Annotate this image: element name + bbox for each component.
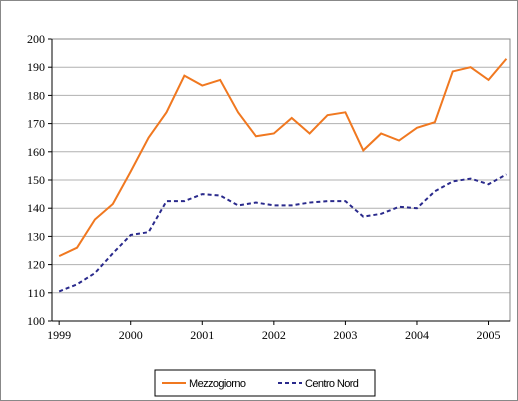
series-line: [58, 58, 508, 258]
x-tick-label: 2000: [119, 328, 143, 342]
y-tick-label: 100: [27, 314, 45, 328]
x-tick-label: 2001: [190, 328, 214, 342]
x-tick-label: 2005: [477, 328, 501, 342]
y-tick-label: 200: [27, 32, 45, 46]
y-tick-label: 190: [27, 60, 45, 74]
y-tick-label: 140: [27, 201, 45, 215]
x-tick-label: 2003: [333, 328, 357, 342]
legend-label: Centro Nord: [305, 378, 359, 390]
legend-box: [154, 369, 376, 397]
x-tick-label: 2002: [262, 328, 286, 342]
y-tick-label: 160: [27, 145, 45, 159]
y-tick-label: 170: [27, 117, 45, 131]
y-tick-label: 120: [27, 258, 45, 272]
y-tick-label: 110: [27, 286, 45, 300]
y-tick-label: 150: [27, 173, 45, 187]
x-tick-label: 1999: [47, 328, 71, 342]
x-tick-label: 2004: [405, 328, 429, 342]
y-tick-label: 130: [27, 229, 45, 243]
y-tick-label: 180: [27, 88, 45, 102]
series-line: [58, 173, 507, 293]
legend-label: Mezzogiorno: [189, 378, 246, 390]
